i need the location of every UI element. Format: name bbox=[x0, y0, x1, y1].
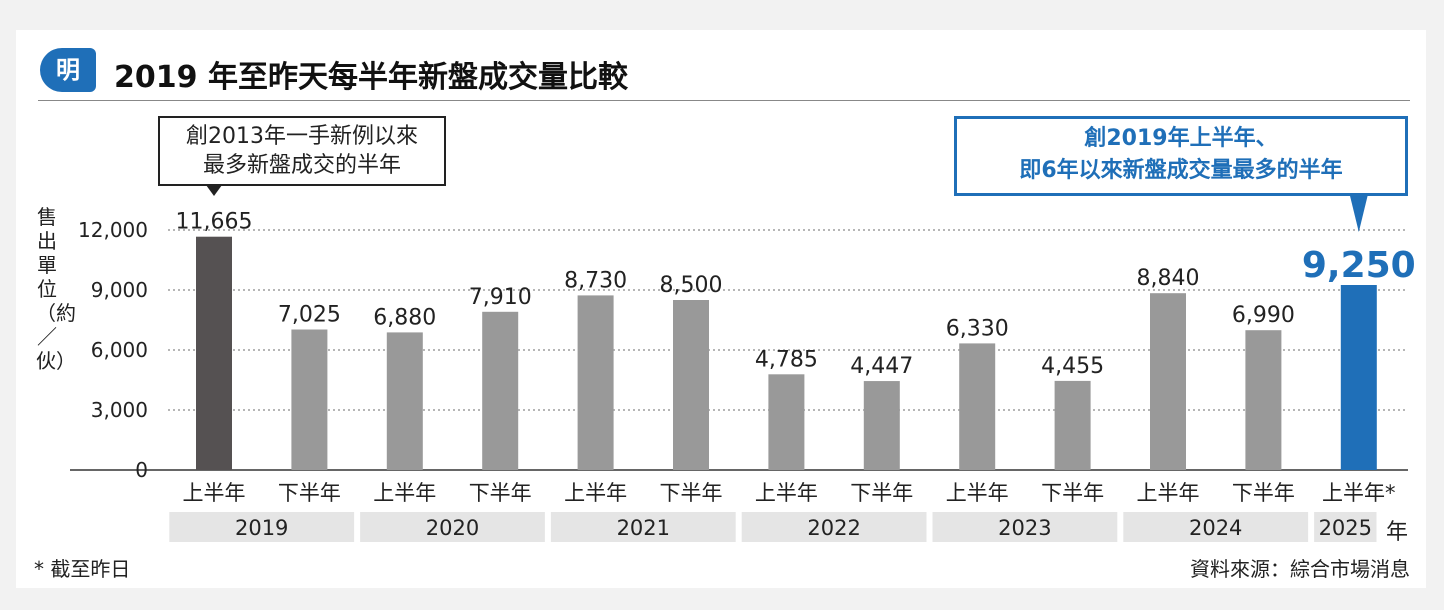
callout-right-pointer bbox=[1349, 195, 1368, 232]
logo-text: 明 bbox=[56, 56, 80, 84]
y-tick-layer: 0 3,000 6,000 9,000 12,000 bbox=[78, 218, 148, 482]
x-category-label: 上半年 bbox=[946, 481, 1009, 505]
data-label: 8,730 bbox=[564, 268, 627, 293]
x-category-label: 下半年 bbox=[469, 481, 532, 505]
y-tick-label: 0 bbox=[135, 458, 148, 482]
bar-layer bbox=[196, 236, 1377, 470]
year-label: 2025 bbox=[1319, 516, 1372, 540]
year-unit-label: 年 bbox=[1386, 520, 1409, 545]
grid-layer bbox=[70, 229, 1408, 471]
callout-right-line1: 創2019年上半年、 bbox=[1084, 126, 1278, 151]
bar-2020-h2 bbox=[482, 311, 519, 470]
x-category-label: 下半年 bbox=[1041, 481, 1104, 505]
x-category-label: 上半年 bbox=[183, 481, 246, 505]
year-band bbox=[550, 512, 736, 542]
callout-record-2025: 創2019年上半年、 即6年以來新盤成交量最多的半年 bbox=[954, 116, 1408, 196]
x-category-label: 上半年 bbox=[1137, 481, 1200, 505]
callout-record-2019: 創2013年一手新例以來 最多新盤成交的半年 bbox=[158, 116, 446, 186]
y-tick-label: 6,000 bbox=[91, 338, 148, 362]
source-note: 資料來源：綜合市場消息 bbox=[1190, 557, 1410, 581]
bar-2021-h2 bbox=[673, 300, 709, 470]
chart-title: 2019 年至昨天每半年新盤成交量比較 bbox=[114, 60, 628, 95]
year-band bbox=[360, 512, 545, 542]
x-category-label: 下半年 bbox=[1232, 481, 1295, 505]
year-band bbox=[1123, 512, 1309, 542]
x-category-label: 下半年 bbox=[660, 481, 723, 505]
bar-2021-h1 bbox=[577, 295, 614, 470]
callout-left-line2: 最多新盤成交的半年 bbox=[202, 153, 401, 178]
year-band bbox=[1314, 512, 1377, 542]
bar-2020-h1 bbox=[386, 332, 423, 470]
data-label: 4,447 bbox=[850, 354, 913, 379]
bar-2025-h1 bbox=[1340, 285, 1377, 470]
year-label: 2020 bbox=[426, 516, 479, 540]
bar-2023-h2 bbox=[1054, 380, 1091, 470]
bar-2024-h2 bbox=[1245, 330, 1282, 470]
x-category-label: 上半年 bbox=[755, 481, 818, 505]
bar-2019-h1 bbox=[196, 236, 232, 470]
data-label: 6,880 bbox=[373, 305, 436, 330]
year-band bbox=[932, 512, 1118, 542]
data-label: 4,785 bbox=[755, 347, 818, 372]
bar-2023-h1 bbox=[959, 343, 996, 470]
data-label: 6,330 bbox=[946, 316, 1009, 341]
data-label: 7,025 bbox=[278, 303, 341, 328]
bar-2024-h1 bbox=[1150, 293, 1186, 470]
y-tick-label: 3,000 bbox=[91, 398, 148, 422]
callout-left-line1: 創2013年一手新例以來 bbox=[186, 124, 418, 149]
x-category-label: 上半年 bbox=[373, 481, 436, 505]
x-category-layer: 上半年 下半年 上半年 下半年 上半年 下半年 上半年 下半年 上半年 下半年 上半年 下半年 上半年* bbox=[183, 481, 1396, 505]
logo-badge bbox=[40, 48, 96, 92]
year-band bbox=[169, 512, 355, 542]
year-label: 2023 bbox=[998, 516, 1051, 540]
title-divider bbox=[38, 100, 1410, 101]
x-category-label: 上半年* bbox=[1322, 481, 1396, 505]
year-label: 2021 bbox=[617, 516, 670, 540]
data-label: 7,910 bbox=[469, 285, 532, 310]
data-label-layer: 11,665 7,025 6,880 7,910 8,730 8,500 4,785 4,44… bbox=[176, 210, 1416, 379]
year-band bbox=[741, 512, 927, 542]
x-category-label: 上半年 bbox=[564, 481, 627, 505]
year-label: 2022 bbox=[807, 516, 860, 540]
data-label: 6,990 bbox=[1232, 303, 1295, 328]
bar-2022-h2 bbox=[863, 381, 900, 470]
data-label: 11,665 bbox=[176, 210, 253, 235]
data-label: 8,840 bbox=[1137, 266, 1200, 291]
year-label: 2019 bbox=[235, 516, 288, 540]
year-band-layer: 2019 2020 2021 2022 2023 2024 2025 bbox=[169, 512, 1377, 542]
year-label: 2024 bbox=[1189, 516, 1242, 540]
data-label: 8,500 bbox=[660, 273, 723, 298]
x-category-label: 下半年 bbox=[278, 481, 341, 505]
y-tick-label: 9,000 bbox=[91, 278, 148, 302]
bar-2019-h2 bbox=[291, 329, 328, 470]
bar-2022-h1 bbox=[768, 374, 805, 470]
x-category-label: 下半年 bbox=[850, 481, 913, 505]
callout-left-pointer bbox=[206, 185, 222, 196]
data-label: 4,455 bbox=[1041, 354, 1104, 379]
callout-right-line2: 即6年以來新盤成交量最多的半年 bbox=[1019, 158, 1343, 183]
callout-pointers bbox=[206, 185, 1368, 232]
footnote: * 截至昨日 bbox=[34, 557, 131, 581]
y-tick-label: 12,000 bbox=[78, 218, 148, 242]
data-label-emphasis: 9,250 bbox=[1302, 245, 1416, 286]
